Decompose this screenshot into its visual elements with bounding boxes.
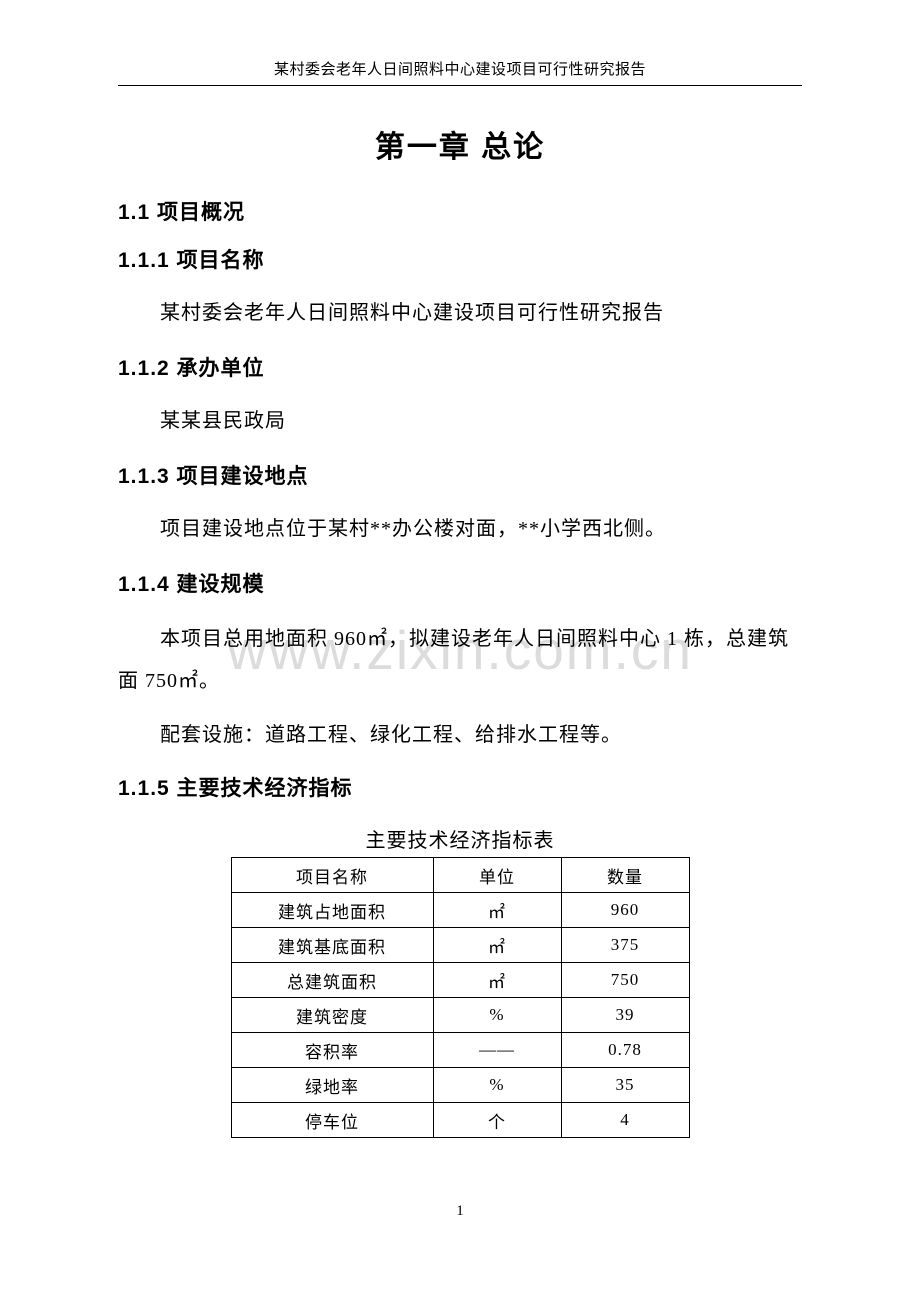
table-cell: 39 — [561, 998, 689, 1033]
section-1-1-1-heading: 1.1.1 项目名称 — [118, 244, 802, 274]
table-cell: 4 — [561, 1103, 689, 1138]
table-cell: % — [433, 1068, 561, 1103]
table-cell: 停车位 — [231, 1103, 433, 1138]
table-cell: 建筑基底面积 — [231, 928, 433, 963]
table-row: 绿地率 % 35 — [231, 1068, 689, 1103]
table-header-cell: 项目名称 — [231, 858, 433, 893]
table-header-cell: 数量 — [561, 858, 689, 893]
table-cell: 35 — [561, 1068, 689, 1103]
section-1-1-2-body: 某某县民政局 — [118, 402, 802, 440]
table-cell: % — [433, 998, 561, 1033]
section-1-1-3-body: 项目建设地点位于某村**办公楼对面，**小学西北侧。 — [118, 510, 802, 548]
chapter-title: 第一章 总论 — [118, 122, 802, 166]
table-cell: 总建筑面积 — [231, 963, 433, 998]
section-1-1-4-body1: 本项目总用地面积 960㎡，拟建设老年人日间照料中心 1 栋，总建筑 面 750… — [118, 618, 802, 702]
table-header-row: 项目名称 单位 数量 — [231, 858, 689, 893]
table-cell: ㎡ — [433, 963, 561, 998]
document-page: 某村委会老年人日间照料中心建设项目可行性研究报告 第一章 总论 1.1 项目概况… — [0, 0, 920, 1138]
table-cell: 建筑占地面积 — [231, 893, 433, 928]
table-cell: ㎡ — [433, 928, 561, 963]
section-1-1-3-heading: 1.1.3 项目建设地点 — [118, 460, 802, 490]
section-1-1-5-heading: 1.1.5 主要技术经济指标 — [118, 772, 802, 802]
table-row: 建筑基底面积 ㎡ 375 — [231, 928, 689, 963]
body1-line-b: 面 750㎡。 — [118, 670, 220, 692]
table-cell: 960 — [561, 893, 689, 928]
table-cell: 绿地率 — [231, 1068, 433, 1103]
table-cell: 375 — [561, 928, 689, 963]
table-cell: ㎡ — [433, 893, 561, 928]
table-cell: 容积率 — [231, 1033, 433, 1068]
table-cell: 个 — [433, 1103, 561, 1138]
table-row: 容积率 —— 0.78 — [231, 1033, 689, 1068]
table-cell: 0.78 — [561, 1033, 689, 1068]
table-header-cell: 单位 — [433, 858, 561, 893]
section-1-1-heading: 1.1 项目概况 — [118, 196, 802, 226]
table-row: 停车位 个 4 — [231, 1103, 689, 1138]
body1-line-a: 本项目总用地面积 960㎡，拟建设老年人日间照料中心 1 栋，总建筑 — [118, 618, 789, 660]
section-1-1-2-heading: 1.1.2 承办单位 — [118, 352, 802, 382]
section-1-1-4-heading: 1.1.4 建设规模 — [118, 568, 802, 598]
section-1-1-1-body: 某村委会老年人日间照料中心建设项目可行性研究报告 — [118, 294, 802, 332]
table-cell: 750 — [561, 963, 689, 998]
table-row: 建筑密度 % 39 — [231, 998, 689, 1033]
page-number: 1 — [0, 1203, 920, 1220]
table-caption: 主要技术经济指标表 — [118, 824, 802, 853]
metrics-table: 项目名称 单位 数量 建筑占地面积 ㎡ 960 建筑基底面积 ㎡ 375 总建筑… — [231, 857, 690, 1138]
table-row: 建筑占地面积 ㎡ 960 — [231, 893, 689, 928]
table-cell: 建筑密度 — [231, 998, 433, 1033]
section-1-1-4-body2: 配套设施：道路工程、绿化工程、给排水工程等。 — [118, 716, 802, 754]
table-cell: —— — [433, 1033, 561, 1068]
page-header: 某村委会老年人日间照料中心建设项目可行性研究报告 — [118, 58, 802, 86]
table-row: 总建筑面积 ㎡ 750 — [231, 963, 689, 998]
